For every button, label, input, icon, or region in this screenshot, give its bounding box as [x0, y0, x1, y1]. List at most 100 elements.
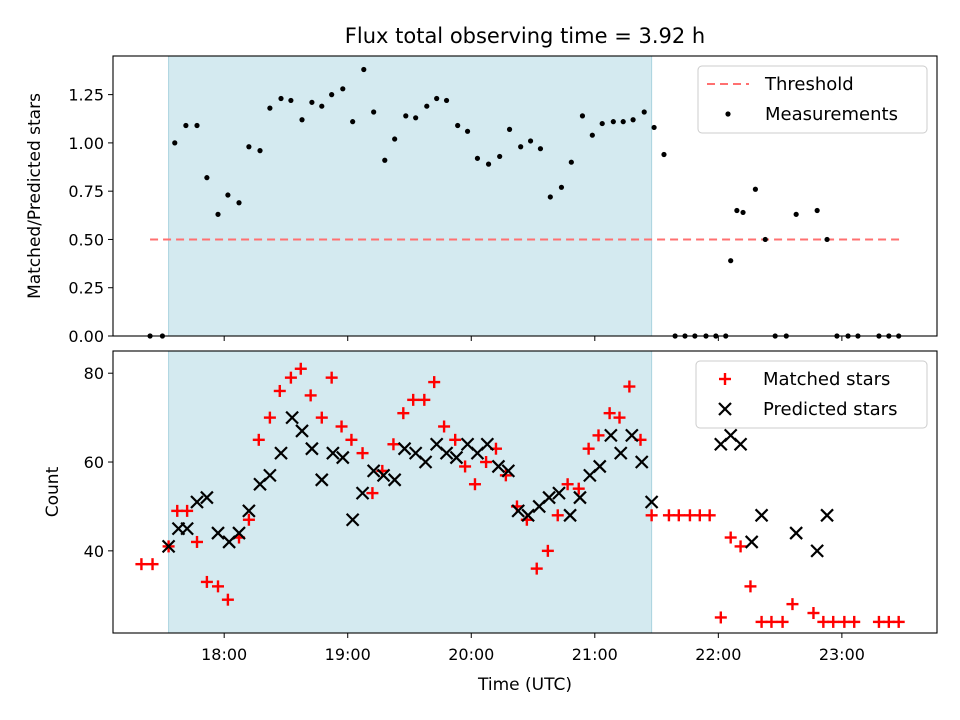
matched-star-point [191, 535, 204, 548]
matched-star-point [242, 513, 255, 526]
measurement-point [824, 236, 830, 243]
measurement-point [485, 161, 492, 167]
measurement-point [371, 109, 377, 115]
matched-star-point [530, 562, 543, 575]
x-tick-label: 22:00 [695, 645, 741, 664]
matched-star-point [146, 558, 159, 571]
measurement-point [278, 95, 284, 102]
measurement-point [734, 207, 740, 214]
measurement-point [225, 192, 231, 198]
y-tick-label: 1.00 [68, 134, 104, 153]
top-chart-title: Flux total observing time = 3.92 h [345, 24, 705, 48]
predicted-star-point [542, 490, 556, 505]
matched-star-point [703, 509, 716, 522]
predicted-star-point [480, 437, 495, 452]
measurement-point [455, 122, 461, 129]
matched-star-point [418, 393, 431, 406]
measurement-point [236, 200, 242, 206]
measurement-point [740, 209, 746, 216]
x-tick-label: 19:00 [325, 645, 371, 664]
predicted-star-point [387, 473, 402, 487]
predicted-star-point [190, 495, 204, 509]
measurement-point [403, 113, 409, 119]
measurement-point [299, 117, 305, 123]
predicted-star-point [439, 446, 454, 460]
matched-star-point [551, 509, 564, 522]
matched-star-point [325, 371, 338, 384]
predicted-star-point [418, 455, 433, 469]
y-tick-label: 1.25 [68, 86, 104, 105]
predicted-star-point [613, 446, 628, 460]
bottom-axes-frame [112, 350, 938, 634]
matched-star-point [786, 598, 799, 611]
predicted-star-point [563, 508, 577, 523]
matched-stars-series [135, 362, 905, 628]
bottom-x-axis-ticks: 18:00 19:00 20:00 21:00 22:00 23:00 [201, 633, 865, 664]
matched-star-point [499, 469, 512, 482]
measurement-point [518, 144, 524, 150]
top-legend: Threshold Measurements [697, 65, 928, 134]
y-tick-label: 0.75 [68, 182, 104, 201]
bottom-y-axis-ticks: 40 60 80 [84, 364, 113, 561]
predicted-star-point [242, 504, 256, 518]
measurement-point [329, 92, 335, 98]
predicted-star-point [211, 526, 225, 540]
observing-window-band [168, 55, 653, 337]
matched-star-point [459, 460, 472, 473]
predicted-star-point [820, 508, 834, 523]
measurement-point [651, 124, 657, 131]
measurement-point [589, 132, 595, 138]
predicted-star-point [305, 441, 319, 456]
predicted-star-point [491, 459, 506, 474]
measurement-point [497, 153, 503, 160]
measurement-point [194, 122, 200, 129]
matched-stars-legend-label: Matched stars [763, 369, 890, 390]
matched-star-point [407, 393, 420, 406]
measurement-point [309, 99, 315, 105]
matched-star-point [397, 407, 410, 420]
predicted-star-point [295, 424, 309, 438]
matched-star-point [744, 580, 757, 593]
matched-star-point [623, 380, 636, 393]
matched-star-point [848, 615, 861, 628]
matched-star-point [135, 558, 148, 571]
predicted-star-point [521, 508, 535, 523]
measurement-point [319, 103, 325, 109]
measurement-point [547, 194, 553, 200]
predicted-star-point [634, 455, 649, 469]
predicted-star-point [810, 544, 824, 558]
bottom-legend: Matched stars Predicted stars [695, 360, 928, 429]
y-tick-label: 0.25 [68, 279, 104, 298]
measurements-legend-label: Measurements [765, 104, 898, 125]
x-tick-label: 21:00 [572, 645, 618, 664]
measurement-point [424, 103, 430, 109]
measurement-point [183, 122, 189, 129]
measurement-point [558, 184, 565, 190]
matched-star-point [480, 456, 493, 469]
predicted-star-point [336, 450, 350, 465]
matched-star-point [582, 442, 595, 455]
predicted-star-point [232, 526, 246, 540]
y-tick-label: 60 [84, 453, 104, 472]
matched-star-point [263, 411, 276, 424]
matched-star-point [645, 509, 658, 522]
matched-star-point [335, 420, 348, 433]
measurement-point [620, 119, 626, 125]
matched-star-point [366, 487, 379, 500]
measurement-point [630, 117, 636, 123]
threshold-legend-label: Threshold [764, 74, 854, 95]
measurement-point [413, 115, 419, 121]
predicted-star-point [449, 450, 464, 465]
y-tick-label: 40 [84, 542, 104, 561]
predicted-stars-legend-marker [718, 402, 732, 416]
measurement-point [579, 113, 586, 119]
matched-star-point [304, 389, 317, 402]
matched-star-point [613, 411, 626, 424]
measurement-point [204, 175, 210, 181]
matched-stars-legend-marker [719, 373, 731, 385]
y-tick-label: 80 [84, 364, 104, 383]
predicted-star-point [355, 486, 370, 500]
matched-star-point [468, 478, 481, 491]
predicted-stars-legend-label: Predicted stars [763, 399, 897, 420]
measurement-point [464, 128, 471, 134]
